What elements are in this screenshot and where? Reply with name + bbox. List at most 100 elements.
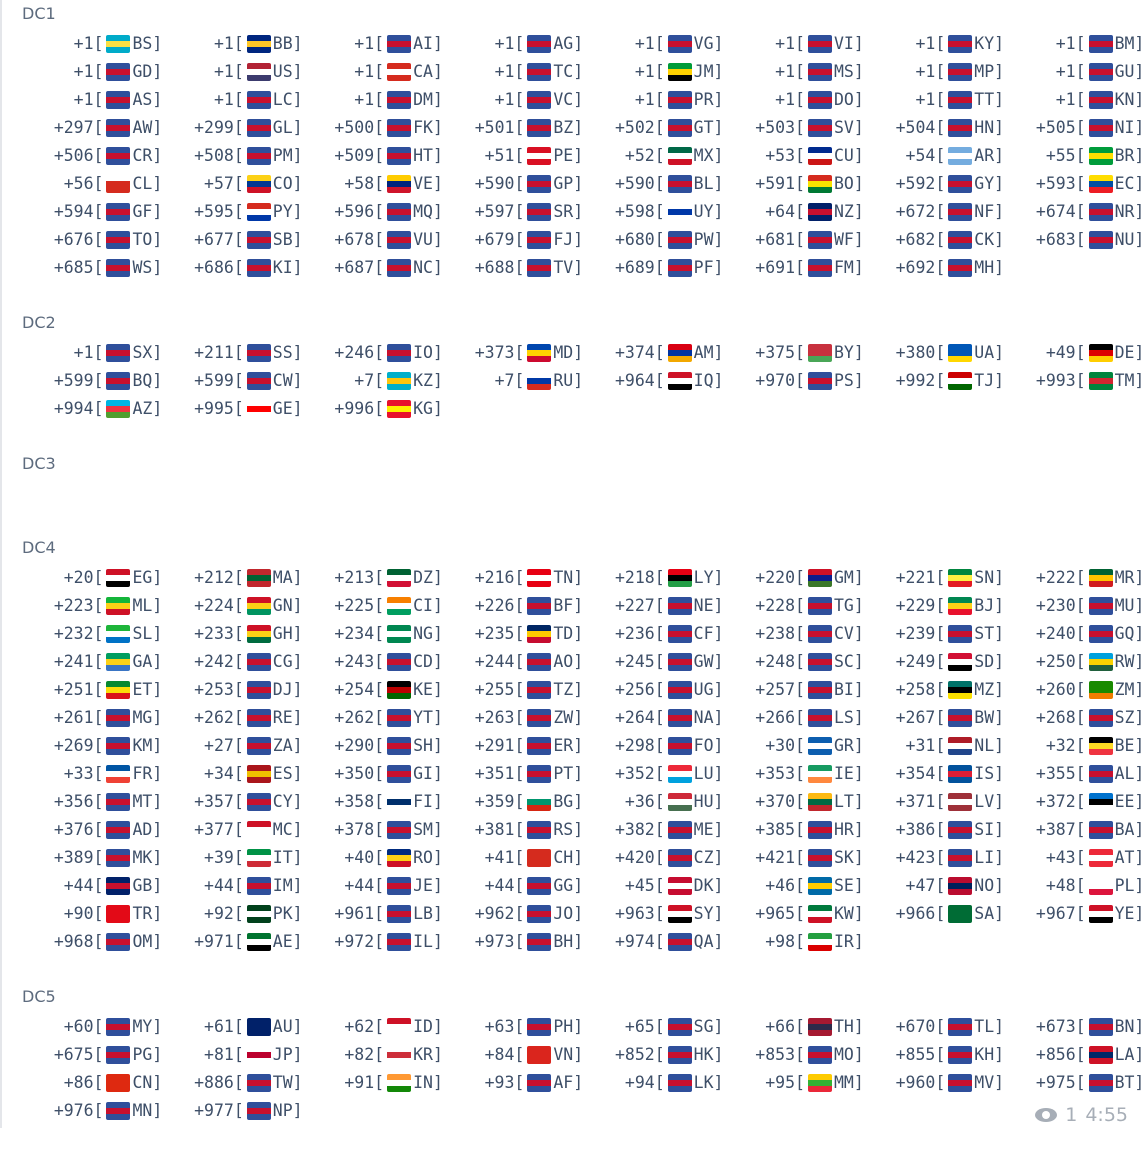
- country-code-entry: +691[FM]: [723, 254, 864, 282]
- dial-code: +688[: [474, 258, 525, 277]
- dial-code: +421[: [755, 848, 805, 867]
- country-code-entry: +238[CV]: [723, 620, 864, 648]
- flag-gp-icon: [527, 175, 552, 193]
- flag-re-icon: [246, 709, 271, 727]
- country-code-entry: +683[NU]: [1004, 226, 1144, 254]
- country-code-entry: +40[RO]: [303, 844, 443, 872]
- country-iso-code: IN]: [413, 1073, 443, 1092]
- section-dc5: DC5 +60[MY] +61[AU] +62[ID] +63[PH] +65[SG] +6…: [22, 985, 1144, 1154]
- country-iso-code: BJ]: [974, 596, 1005, 615]
- country-iso-code: FJ]: [553, 230, 584, 249]
- flag-ad-icon: [106, 821, 131, 839]
- country-iso-code: HK]: [693, 1045, 724, 1064]
- dial-code: +961[: [334, 904, 385, 923]
- country-iso-code: ET]: [132, 680, 163, 699]
- dial-code: +599[: [53, 371, 104, 390]
- country-iso-code: PM]: [272, 146, 303, 165]
- dial-code: +382[: [615, 820, 665, 839]
- country-code-grid: +1[SX] +211[SS] +246[IO] +373[MD] +374[AM] +3…: [22, 339, 1144, 423]
- country-iso-code: BB]: [272, 34, 303, 53]
- country-iso-code: EE]: [1114, 792, 1144, 811]
- dial-code: +420[: [615, 848, 665, 867]
- country-code-entry: +229[BJ]: [864, 592, 1004, 620]
- country-code-entry: +1[KN]: [1004, 86, 1144, 114]
- flag-tw-icon: [246, 1074, 271, 1092]
- flag-pm-icon: [246, 147, 271, 165]
- country-iso-code: LI]: [974, 848, 1005, 867]
- country-code-entry: +595[PY]: [162, 198, 303, 226]
- country-iso-code: SX]: [132, 343, 163, 362]
- country-iso-code: SN]: [974, 568, 1005, 587]
- flag-gq-icon: [1088, 625, 1113, 643]
- country-code-entry: +682[CK]: [864, 226, 1004, 254]
- dial-code: +1[: [1055, 62, 1086, 81]
- dial-code: +358[: [334, 792, 385, 811]
- country-code-entry: +60[MY]: [22, 1013, 162, 1041]
- flag-kn-icon: [1088, 91, 1113, 109]
- country-iso-code: TD]: [553, 624, 584, 643]
- country-code-entry: +974[QA]: [583, 928, 723, 956]
- dial-code: +255[: [474, 680, 525, 699]
- flag-gr-icon: [807, 737, 832, 755]
- country-iso-code: KN]: [1114, 90, 1144, 109]
- country-iso-code: BE]: [1114, 736, 1144, 755]
- country-iso-code: CR]: [132, 146, 163, 165]
- eye-icon: [1035, 1108, 1058, 1122]
- country-iso-code: KR]: [413, 1045, 443, 1064]
- country-iso-code: BF]: [553, 596, 584, 615]
- country-iso-code: MR]: [1114, 568, 1144, 587]
- flag-ws-icon: [106, 259, 131, 277]
- country-code-entry: +251[ET]: [22, 676, 162, 704]
- dial-code: +41[: [484, 848, 525, 867]
- country-code-entry: +225[CI]: [303, 592, 443, 620]
- flag-bt-icon: [1088, 1074, 1113, 1092]
- flag-je-icon: [387, 877, 412, 895]
- dial-code: +372[: [1035, 792, 1086, 811]
- country-code-entry: +84[VN]: [443, 1041, 583, 1069]
- dial-code: +91[: [344, 1073, 385, 1092]
- country-code-entry: +82[KR]: [303, 1041, 443, 1069]
- country-code-entry: +509[HT]: [303, 142, 443, 170]
- flag-tc-icon: [527, 63, 552, 81]
- flag-lk-icon: [667, 1074, 692, 1092]
- dial-code: +266[: [755, 708, 805, 727]
- section-dc3: DC3: [22, 452, 1132, 536]
- country-code-entry: +855[KH]: [864, 1041, 1004, 1069]
- dial-code: +33[: [63, 764, 104, 783]
- flag-md-icon: [527, 344, 552, 362]
- flag-cl-icon: [106, 175, 131, 193]
- country-iso-code: KM]: [132, 736, 163, 755]
- country-code-entry: +245[GW]: [583, 648, 723, 676]
- flag-my-icon: [106, 1018, 131, 1036]
- dial-code: +853[: [755, 1045, 805, 1064]
- country-iso-code: SC]: [833, 652, 864, 671]
- flag-al-icon: [1088, 765, 1113, 783]
- view-count: 1: [1065, 1104, 1078, 1126]
- country-code-entry: +267[BW]: [864, 704, 1004, 732]
- flag-cd-icon: [387, 653, 412, 671]
- dial-code: +976[: [53, 1101, 104, 1120]
- flag-na-icon: [667, 709, 692, 727]
- dial-code: +685[: [53, 258, 104, 277]
- flag-mx-icon: [667, 147, 692, 165]
- dial-code: +248[: [755, 652, 805, 671]
- flag-pw-icon: [667, 231, 692, 249]
- country-iso-code: WF]: [833, 230, 864, 249]
- dial-code: +686[: [194, 258, 244, 277]
- dial-code: +962[: [474, 904, 525, 923]
- country-iso-code: GH]: [272, 624, 303, 643]
- dial-code: +505[: [1035, 118, 1086, 137]
- flag-gg-icon: [527, 877, 552, 895]
- dial-code: +253[: [194, 680, 244, 699]
- flag-sr-icon: [527, 203, 552, 221]
- dial-code: +222[: [1035, 568, 1086, 587]
- message-left-border: [0, 0, 2, 1128]
- country-iso-code: BQ]: [132, 371, 163, 390]
- flag-mc-icon: [246, 821, 271, 839]
- flag-bn-icon: [1088, 1018, 1113, 1036]
- country-iso-code: MS]: [833, 62, 864, 81]
- dial-code: +975[: [1035, 1073, 1086, 1092]
- flag-ss-icon: [246, 344, 271, 362]
- flag-bm-icon: [1088, 35, 1113, 53]
- dial-code: +353[: [755, 764, 805, 783]
